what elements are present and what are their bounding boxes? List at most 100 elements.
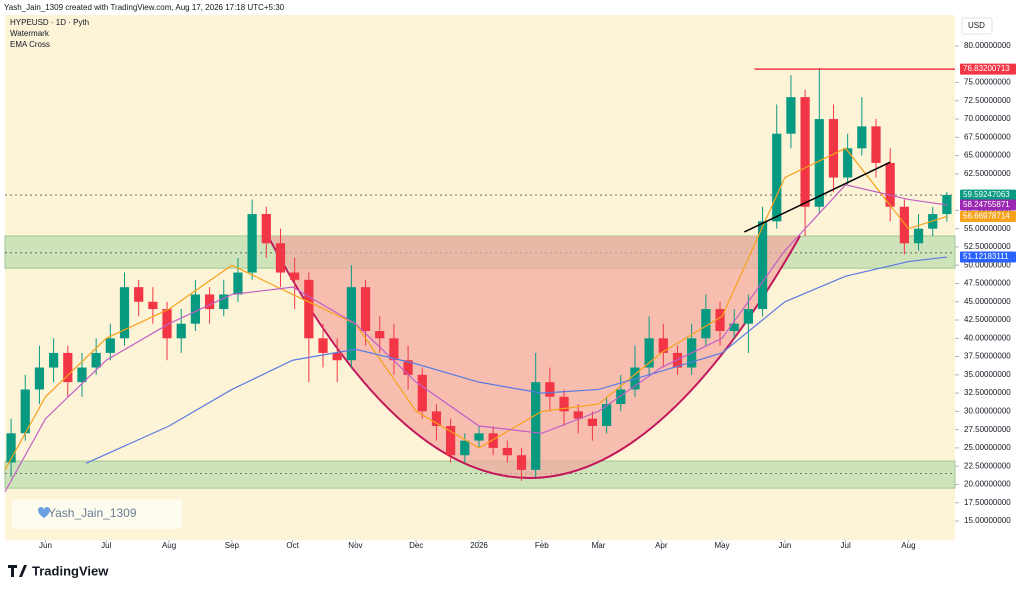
price-label: 58.24755871 [963, 200, 1010, 209]
y-tick-label: 22.50000000 [964, 461, 1011, 470]
x-tick-label: Dec [409, 541, 423, 550]
brand: TradingView [32, 563, 109, 578]
x-tick-label: Jul [841, 541, 851, 550]
y-tick-label: 15.00000000 [964, 516, 1011, 525]
candle-body [814, 119, 824, 207]
candle-body [318, 338, 328, 353]
candle-body [474, 433, 484, 441]
candle-body [871, 126, 881, 163]
logo [8, 565, 27, 577]
candle-body [332, 352, 342, 361]
candle-body [403, 360, 413, 375]
price-label-box [960, 189, 1016, 201]
candle-body [885, 162, 895, 207]
price-label: 56.66978714 [963, 212, 1010, 221]
legend-watermark: Watermark [10, 29, 50, 38]
y-tick-label: 27.50000000 [964, 425, 1011, 434]
candle-body [219, 294, 229, 310]
candle-body [786, 97, 796, 134]
candle-body [559, 396, 569, 412]
x-tick-label: Mar [592, 541, 606, 550]
candle-body [162, 309, 172, 339]
candle-body [20, 389, 30, 434]
y-tick-label: 50.00000000 [964, 260, 1011, 269]
currency-box [961, 17, 993, 35]
candle-body [6, 433, 16, 463]
price-label: 51.12183111 [963, 252, 1009, 261]
candle-body [587, 418, 598, 426]
x-tick-label: Aug [162, 541, 176, 550]
candle-body [531, 382, 541, 470]
y-tick-label: 62.50000000 [964, 169, 1011, 178]
candle-body [828, 119, 839, 178]
y-tick-label: 47.50000000 [964, 279, 1011, 288]
header: Yash_Jain_1309 created with TradingView.… [4, 3, 285, 12]
y-tick-label: 45.00000000 [964, 297, 1011, 306]
x-tick-label: 2026 [470, 541, 488, 550]
y-tick-label: 52.50000000 [964, 242, 1011, 251]
candle-body [119, 287, 130, 339]
trendline [744, 161, 891, 233]
candle-body [460, 440, 470, 456]
y-tick-label: 42.50000000 [964, 315, 1011, 324]
watermark: Yash_Jain_1309 [48, 506, 137, 520]
currency: USD [968, 21, 985, 30]
candle-body [261, 214, 271, 244]
x-tick-label: Oct [286, 541, 299, 550]
y-tick-label: 20.00000000 [964, 480, 1011, 489]
candle-body [545, 382, 555, 397]
candle-body [772, 133, 782, 222]
candle-body [34, 367, 45, 390]
candle-body [204, 294, 215, 310]
candle-body [757, 221, 768, 310]
price-label-box [960, 199, 1016, 211]
candle-body [389, 338, 399, 361]
candle-body [91, 352, 101, 368]
candle-body [190, 294, 201, 324]
candle-body [304, 279, 314, 339]
y-tick-label: 25.00000000 [964, 443, 1011, 452]
price-label-box [960, 251, 1016, 263]
candle-body [800, 97, 810, 207]
candle-body [375, 330, 385, 339]
candle-body [105, 338, 115, 353]
price-label: 59.59247063 [963, 190, 1010, 199]
y-tick-label: 70.00000000 [964, 114, 1011, 123]
price-label-box [960, 63, 1016, 75]
x-tick-label: Sep [225, 541, 240, 550]
candle-body [701, 309, 711, 339]
y-tick-label: 55.00000000 [964, 224, 1011, 233]
candle-body [290, 272, 300, 280]
candle-body [77, 367, 87, 383]
candle-body [616, 389, 626, 405]
candle-body [843, 148, 853, 178]
y-tick-label: 40.00000000 [964, 333, 1011, 342]
candle-body [431, 411, 442, 426]
candle-body [729, 323, 739, 331]
x-tick-label: May [714, 541, 729, 550]
candle-body [913, 228, 924, 244]
candle-body [644, 338, 654, 368]
x-tick-label: Jun [778, 541, 791, 550]
candle-body [658, 338, 668, 353]
candle-body [275, 243, 286, 273]
x-tick-label: Feb [535, 541, 549, 550]
candle-body [516, 455, 527, 470]
y-tick-label: 35.00000000 [964, 370, 1011, 379]
ema-line [4, 147, 948, 471]
y-tick-label: 72.50000000 [964, 96, 1011, 105]
candle-body [899, 206, 909, 244]
x-tick-label: Nov [348, 541, 362, 550]
candle-body [573, 411, 583, 419]
watermark-box [12, 499, 182, 529]
y-tick-label: 75.00000000 [964, 78, 1011, 87]
y-tick-label: 32.50000000 [964, 388, 1011, 397]
ema-line [85, 256, 947, 464]
cup-shape [270, 236, 800, 478]
x-tick-label: Jul [101, 541, 111, 550]
candle-body [148, 301, 158, 310]
x-tick-label: Aug [901, 541, 915, 550]
candle-body [417, 374, 427, 412]
cup-curve [267, 235, 801, 479]
